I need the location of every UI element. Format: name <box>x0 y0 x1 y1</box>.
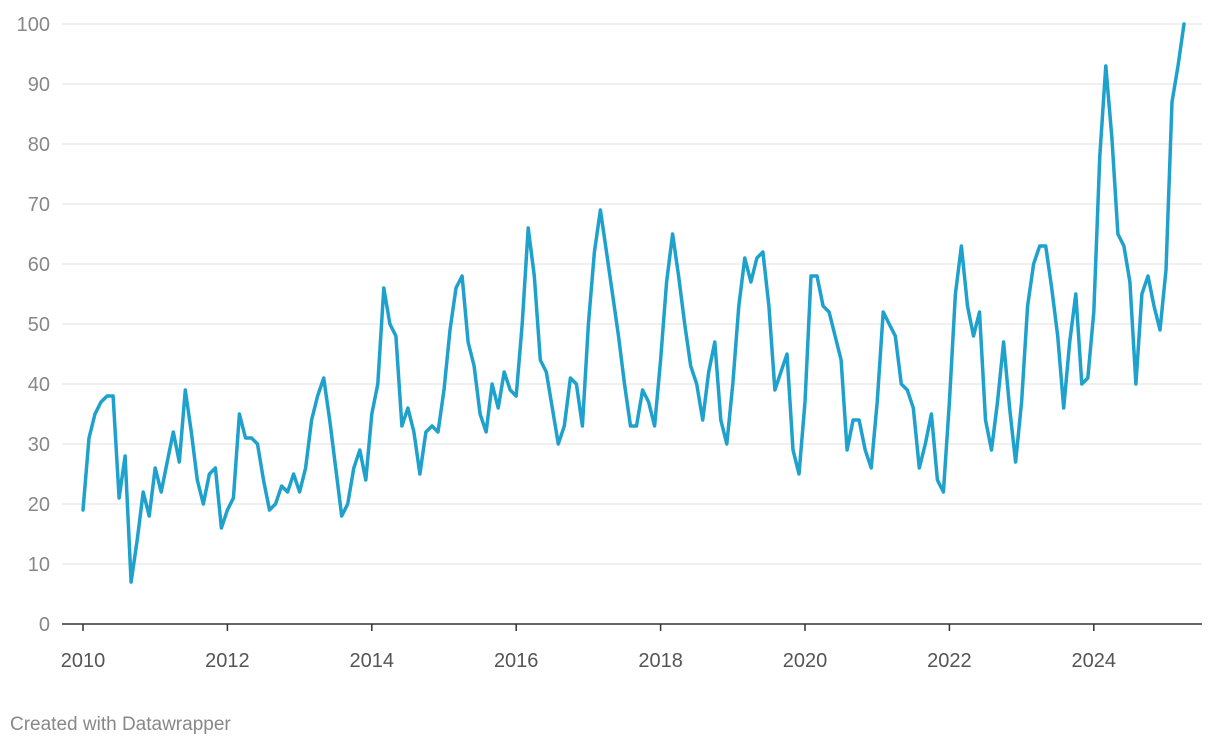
y-tick-label: 90 <box>28 74 50 96</box>
y-tick-label: 50 <box>28 314 50 336</box>
x-tick-label: 2012 <box>205 650 250 672</box>
y-tick-label: 10 <box>28 554 50 576</box>
y-tick-label: 100 <box>17 14 50 36</box>
x-tick-label: 2020 <box>783 650 828 672</box>
x-axis: 2010 2012 2014 2016 2018 2020 2022 2024 <box>61 623 1202 672</box>
x-tick-label: 2016 <box>494 650 539 672</box>
y-axis: 0 10 20 30 40 50 60 70 80 90 100 <box>17 14 50 636</box>
y-tick-label: 60 <box>28 254 50 276</box>
y-tick-label: 40 <box>28 374 50 396</box>
series-layer <box>81 22 1186 584</box>
x-tick-label: 2014 <box>350 650 395 672</box>
gridlines <box>62 23 1202 565</box>
x-tick-label: 2024 <box>1072 650 1117 672</box>
x-tick-label: 2018 <box>638 650 683 672</box>
y-tick-label: 70 <box>28 194 50 216</box>
y-tick-label: 30 <box>28 434 50 456</box>
series-line-0 <box>81 22 1186 584</box>
y-tick-label: 80 <box>28 134 50 156</box>
credit-text: Created with Datawrapper <box>10 714 231 735</box>
y-tick-label: 20 <box>28 494 50 516</box>
x-tick-label: 2010 <box>61 650 106 672</box>
y-tick-label: 0 <box>39 614 50 636</box>
x-tick-label: 2022 <box>927 650 972 672</box>
